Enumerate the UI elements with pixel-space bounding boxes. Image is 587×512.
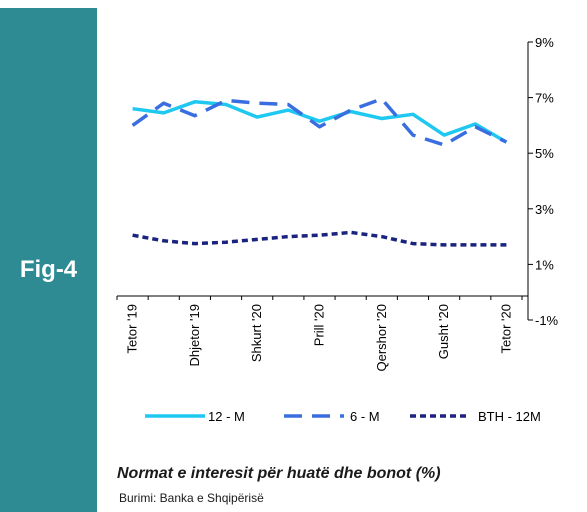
series-line (132, 100, 508, 144)
y-tick-label: 3% (535, 202, 554, 217)
chart-lines (131, 97, 508, 247)
x-tick-label: Shkurt '20 (249, 304, 264, 362)
chart-legend: 12 - M 6 - M BTH - 12M (145, 409, 541, 424)
legend-label: BTH - 12M (478, 409, 541, 424)
x-tick-label: Qershor '20 (374, 304, 389, 372)
y-tick-label: -1% (535, 313, 559, 328)
figure-sidebar: Fig-4 (0, 8, 97, 512)
y-tick-label: 1% (535, 257, 554, 272)
y-tick-label: 9% (535, 35, 554, 50)
series-line (131, 97, 508, 147)
y-tick-label: 5% (535, 146, 554, 161)
chart-axes (116, 41, 533, 321)
x-tick-label: Prill '20 (312, 304, 327, 346)
y-tick-label: 7% (535, 91, 554, 106)
figure-label: Fig-4 (19, 256, 78, 283)
figure-caption: Normat e interesit për huatë dhe bonot (… (117, 465, 441, 482)
legend-label: 6 - M (350, 409, 380, 424)
figure-source: Burimi: Banka e Shqipërisë (119, 491, 264, 505)
series-line (132, 230, 507, 247)
x-tick-label: Tetor '20 (498, 304, 513, 353)
x-tick-label: Dhjetor '19 (187, 304, 202, 366)
x-tick-label: Tetor '19 (125, 304, 140, 353)
legend-label: 12 - M (208, 409, 245, 424)
axis-ticks: -1% 1% 3% 5% 7% 9% Tetor '19 Dhjetor '19 Shkurt … (125, 35, 559, 372)
line-chart: -1% 1% 3% 5% 7% 9% Tetor '19 Dhjetor '19 Shkurt … (116, 35, 559, 424)
x-tick-label: Gusht '20 (436, 304, 451, 359)
